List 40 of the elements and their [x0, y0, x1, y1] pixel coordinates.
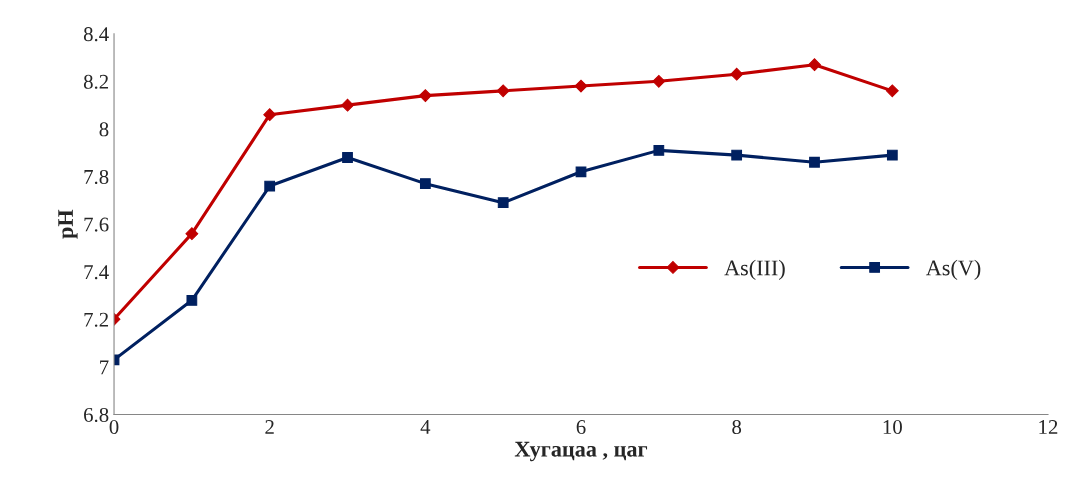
- y-tick-label: 7.8: [84, 169, 109, 185]
- point: [652, 74, 666, 88]
- point: [497, 197, 509, 209]
- point: [730, 67, 744, 81]
- point: [419, 178, 431, 190]
- point: [342, 152, 353, 163]
- point: [574, 79, 588, 93]
- point: [731, 149, 743, 161]
- x-tick-label: 10: [883, 419, 902, 435]
- point: [653, 144, 665, 156]
- point: [885, 84, 899, 98]
- point: [418, 89, 432, 103]
- y-tick-label: 8.4: [83, 27, 109, 42]
- x-axis-title: Хугацаа , цаг: [514, 441, 648, 462]
- legend-label: As(V): [925, 259, 981, 280]
- legend-label: As(III): [724, 259, 785, 280]
- y-tick-label: 6.8: [84, 407, 109, 423]
- point: [575, 166, 587, 178]
- x-tick-label: 4: [420, 420, 431, 434]
- y-tick-label: 8.2: [83, 74, 109, 89]
- point: [496, 84, 510, 98]
- y-tick-label: 7: [100, 360, 109, 375]
- x-tick-label: 0: [109, 419, 119, 435]
- y-tick-label: 7.2: [84, 312, 109, 327]
- y-axis-title: pH: [58, 209, 78, 239]
- point: [264, 180, 276, 192]
- point: [341, 98, 354, 112]
- point: [808, 58, 821, 72]
- y-tick-label: 7.6: [84, 217, 109, 232]
- x-tick-label: 6: [576, 420, 586, 435]
- x-tick-label: 2: [265, 420, 274, 434]
- x-tick-label: 8: [732, 419, 742, 435]
- point: [809, 156, 820, 168]
- point: [186, 294, 198, 306]
- y-tick-label: 7.4: [84, 265, 109, 280]
- y-tick-label: 8: [99, 122, 109, 137]
- point: [263, 108, 277, 122]
- x-tick-label: 12: [1039, 420, 1058, 434]
- point: [185, 227, 199, 241]
- point: [886, 149, 898, 161]
